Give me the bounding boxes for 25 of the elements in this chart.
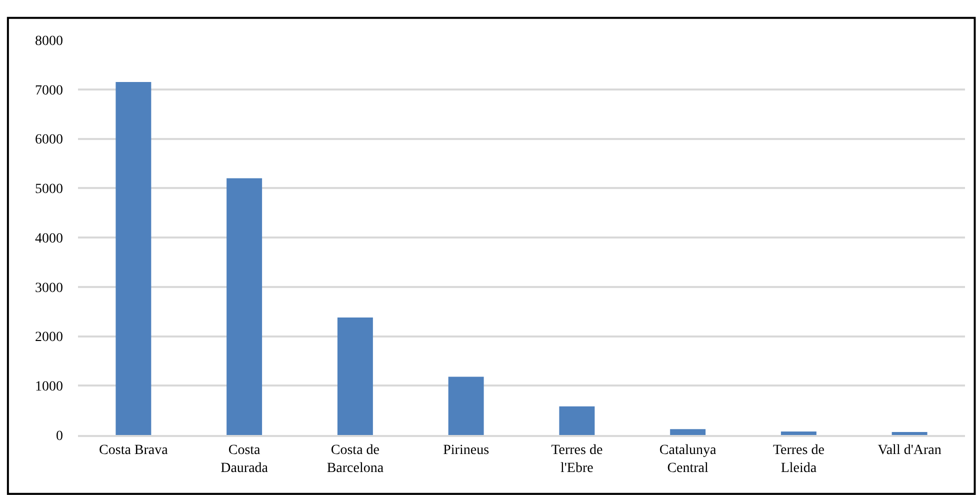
x-tick-label: Costa Daurada xyxy=(220,442,269,476)
x-tick-label: Catalunya Central xyxy=(659,442,717,476)
bar xyxy=(226,178,262,435)
bar xyxy=(892,432,928,435)
x-tick-label: Terres de l'Ebre xyxy=(551,442,603,476)
bar xyxy=(670,429,706,435)
bar xyxy=(116,82,152,435)
y-tick-label: 4000 xyxy=(35,231,63,246)
y-tick-label: 6000 xyxy=(35,132,63,148)
y-tick-label: 1000 xyxy=(35,380,63,395)
x-tick-label: Vall d'Aran xyxy=(878,442,942,458)
y-tick-label: 5000 xyxy=(35,182,63,198)
y-tick-label: 2000 xyxy=(35,330,63,346)
x-tick-label: Costa Brava xyxy=(99,442,169,458)
bar xyxy=(780,432,816,435)
bar xyxy=(448,376,484,435)
y-tick-label: 7000 xyxy=(35,83,63,98)
x-tick-label: Pirineus xyxy=(443,442,490,458)
y-tick-label: 3000 xyxy=(35,280,63,296)
y-tick-label: 8000 xyxy=(35,34,63,49)
x-tick-label: Costa de Barcelona xyxy=(326,442,384,476)
bar xyxy=(337,317,373,435)
bar xyxy=(559,406,595,435)
x-tick-label: Terres de Lleida xyxy=(772,442,824,476)
y-tick-label: 0 xyxy=(56,428,63,444)
